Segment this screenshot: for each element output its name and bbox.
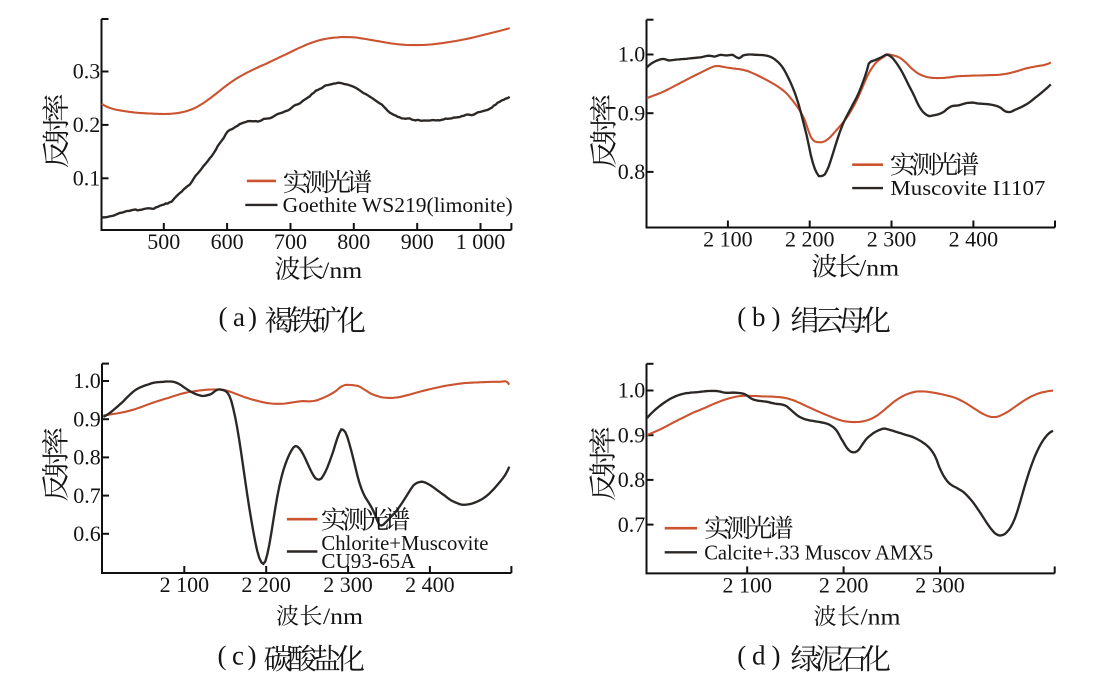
svg-text:0.8: 0.8 — [618, 467, 646, 492]
svg-text:0.9: 0.9 — [73, 406, 101, 431]
svg-text:): ) — [248, 640, 257, 670]
svg-text:(: ( — [737, 640, 746, 670]
svg-text:1.0: 1.0 — [618, 378, 646, 403]
svg-text:/nm: /nm — [323, 604, 363, 629]
svg-text:(: ( — [218, 640, 227, 670]
svg-text:Chlorite+Muscovite: Chlorite+Muscovite — [321, 531, 488, 555]
svg-text:2: 2 — [819, 572, 830, 597]
svg-text:400: 400 — [965, 227, 998, 252]
svg-text:400: 400 — [422, 572, 455, 597]
svg-text:100: 100 — [739, 572, 772, 597]
svg-text:Calcite+.33 Muscov AMX5: Calcite+.33 Muscov AMX5 — [704, 540, 933, 564]
svg-text:2: 2 — [405, 572, 416, 597]
svg-text:CU93-65A: CU93-65A — [321, 549, 416, 573]
svg-text:100: 100 — [720, 227, 753, 252]
svg-text:1: 1 — [456, 229, 467, 254]
svg-text:0.3: 0.3 — [73, 59, 101, 84]
svg-text:/nm: /nm — [859, 255, 899, 281]
svg-text:a: a — [233, 302, 245, 332]
svg-text:(: ( — [737, 302, 746, 332]
svg-text:2: 2 — [915, 572, 926, 597]
svg-text:): ) — [772, 640, 781, 670]
svg-text:0.8: 0.8 — [618, 159, 646, 184]
svg-text:1.0: 1.0 — [73, 368, 101, 393]
svg-text:000: 000 — [472, 229, 505, 254]
svg-text:300: 300 — [932, 572, 965, 597]
svg-text:2: 2 — [241, 572, 252, 597]
svg-text:100: 100 — [176, 572, 209, 597]
svg-text:1.0: 1.0 — [618, 42, 646, 67]
svg-text:Muscovite I1107: Muscovite I1107 — [890, 176, 1045, 200]
svg-text:0.9: 0.9 — [618, 100, 646, 125]
svg-text:2: 2 — [785, 227, 796, 252]
svg-text:0.7: 0.7 — [73, 483, 101, 508]
svg-text:0.9: 0.9 — [618, 422, 646, 447]
svg-text:800: 800 — [337, 229, 370, 254]
svg-text:2: 2 — [160, 572, 171, 597]
svg-text:(: ( — [219, 302, 228, 332]
svg-text:200: 200 — [258, 572, 291, 597]
svg-text:600: 600 — [211, 229, 244, 254]
svg-text:300: 300 — [340, 572, 373, 597]
svg-text:Goethite WS219(limonite): Goethite WS219(limonite) — [283, 193, 513, 217]
svg-text:/nm: /nm — [322, 258, 362, 284]
svg-text:2: 2 — [949, 227, 960, 252]
svg-text:b: b — [752, 302, 766, 332]
svg-text:): ) — [772, 302, 781, 332]
svg-text:500: 500 — [147, 229, 180, 254]
svg-text:d: d — [752, 640, 766, 670]
svg-text:0.2: 0.2 — [73, 112, 101, 137]
svg-text:c: c — [232, 640, 244, 670]
svg-text:0.8: 0.8 — [73, 445, 101, 470]
svg-text:/nm: /nm — [861, 604, 901, 629]
svg-text:200: 200 — [802, 227, 835, 252]
svg-text:): ) — [248, 302, 257, 332]
svg-text:2: 2 — [703, 227, 714, 252]
svg-text:0.7: 0.7 — [618, 512, 646, 537]
svg-text:0.1: 0.1 — [73, 166, 101, 191]
svg-text:2: 2 — [723, 572, 734, 597]
svg-text:300: 300 — [883, 227, 916, 252]
svg-text:900: 900 — [401, 229, 434, 254]
svg-text:200: 200 — [835, 572, 868, 597]
svg-text:2: 2 — [867, 227, 878, 252]
svg-text:2: 2 — [323, 572, 334, 597]
svg-text:700: 700 — [274, 229, 307, 254]
svg-text:0.6: 0.6 — [73, 521, 101, 546]
